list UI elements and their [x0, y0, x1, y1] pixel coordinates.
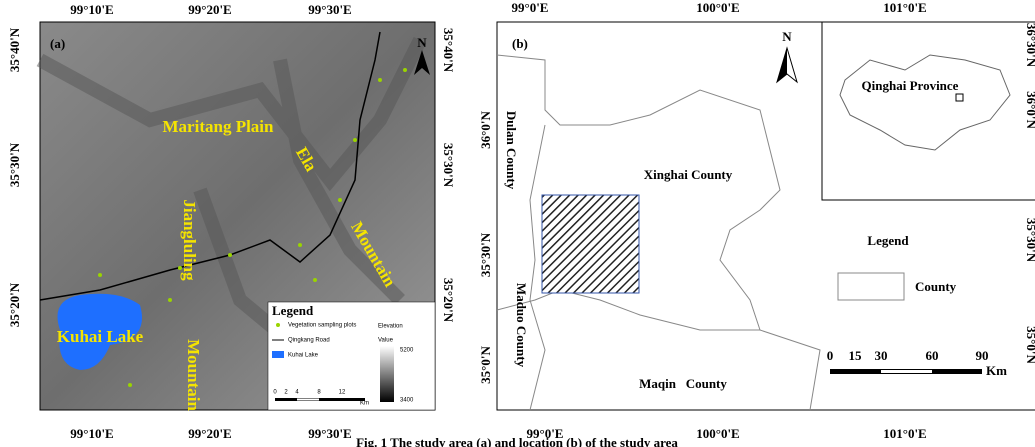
page-body: {"panel_a":{"label":"(a)","north":"N", "…: [0, 0, 1035, 447]
left-tick: 36°0'N: [478, 111, 493, 149]
legend-swatch: [838, 273, 904, 300]
scale-label: 12: [339, 390, 346, 396]
left-tick: 35°30'N: [7, 142, 22, 187]
scale-label: 60: [926, 348, 939, 363]
legend-swatch: [272, 351, 284, 358]
legend-item: Value: [378, 338, 394, 344]
panel-label: (b): [512, 36, 528, 51]
right-tick: 36°30'N: [1024, 23, 1035, 68]
right-tick: 35°20'N: [441, 278, 456, 323]
scale-label: 15: [849, 348, 863, 363]
left-tick: 35°0'N: [478, 346, 493, 384]
scale-label: Km: [986, 363, 1007, 378]
top-tick: 101°0'E: [883, 0, 926, 15]
scale-label: 90: [976, 348, 989, 363]
place-label: Mountain: [184, 339, 203, 411]
bottom-tick: 99°10'E: [70, 426, 113, 441]
scale-label: 30: [875, 348, 888, 363]
north-label: N: [782, 29, 792, 44]
top-tick: 99°10'E: [70, 2, 113, 17]
caption: Fig. 1 The study area (a) and location (…: [356, 435, 678, 447]
right-tick: 35°40'N: [441, 28, 456, 73]
legend-item: County: [915, 279, 957, 294]
study-area: [542, 195, 639, 293]
scale-bar: [275, 398, 365, 401]
place-label: Maqin County: [639, 376, 727, 391]
bottom-tick: 100°0'E: [696, 426, 739, 441]
left-tick: 35°30'N: [478, 232, 493, 277]
right-tick: 35°0'N: [1024, 326, 1035, 364]
top-tick: 99°30'E: [308, 2, 351, 17]
scale-bar: [297, 399, 319, 401]
left-tick: 35°40'N: [7, 27, 22, 72]
place-label: Kuhai Lake: [57, 327, 144, 346]
bottom-tick: 101°0'E: [883, 426, 926, 441]
place-label: Qinghai Province: [862, 78, 959, 93]
panel-label: (a): [50, 36, 65, 51]
place-label: Maduo County: [514, 283, 529, 368]
bottom-tick: 99°20'E: [188, 426, 231, 441]
inset-box: [822, 22, 1035, 200]
top-tick: 100°0'E: [696, 0, 739, 15]
legend-item: 3400: [400, 398, 414, 404]
legend-swatch: [276, 323, 280, 327]
scale-bar: [881, 370, 932, 373]
legend-title: Legend: [272, 303, 314, 318]
legend-item: Kuhai Lake: [288, 353, 319, 359]
place-label: Jiangluling: [180, 199, 199, 281]
legend-item: Elevation: [378, 324, 403, 330]
bottom-tick: 99°30'E: [308, 426, 351, 441]
place-label: Maritang Plain: [163, 117, 275, 136]
legend-item: Vegetation sampling plots: [288, 323, 356, 329]
place-label: Xinghai County: [644, 167, 733, 182]
legend-item: Qingkang Road: [288, 338, 330, 344]
legend-item: 5200: [400, 348, 414, 354]
left-tick: 35°20'N: [7, 282, 22, 327]
scale-label: Km: [360, 401, 369, 407]
page: body{margin:0;background:#fff;width:1035…: [0, 0, 1035, 447]
legend-title: Legend: [867, 233, 909, 248]
figure: (a) N 99°10'E 99°20'E 99°30'E 99°10'E 99…: [0, 0, 1035, 447]
top-tick: 99°20'E: [188, 2, 231, 17]
right-tick: 35°30'N: [441, 143, 456, 188]
scale-label: 0: [827, 348, 834, 363]
right-tick: 35°30'N: [1024, 218, 1035, 263]
right-tick: 36°0'N: [1024, 91, 1035, 129]
top-tick: 99°0'E: [512, 0, 549, 15]
place-label: Dulan County: [504, 111, 519, 190]
north-label: N: [417, 35, 427, 50]
elevation-ramp: [380, 346, 394, 402]
